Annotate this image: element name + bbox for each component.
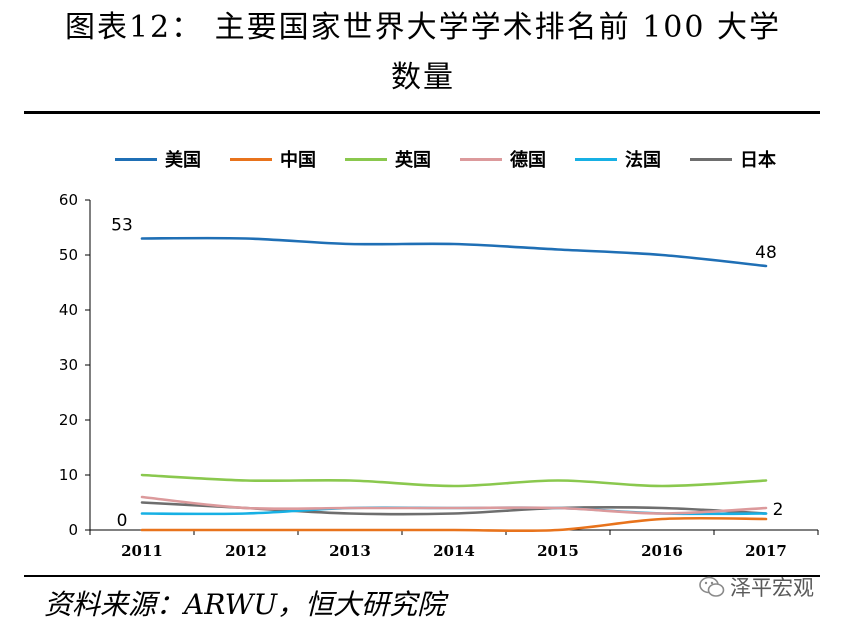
x-tick-label: 2014 (433, 542, 475, 560)
legend-item: 德国 (460, 146, 575, 172)
legend-item: 日本 (690, 146, 805, 172)
legend-item: 英国 (345, 146, 460, 172)
top-divider (24, 111, 820, 114)
x-tick-label: 2012 (225, 542, 267, 560)
data-label: 48 (755, 243, 777, 263)
y-tick-label: 50 (59, 246, 78, 264)
legend-item: 法国 (575, 146, 690, 172)
y-tick-label: 10 (59, 466, 78, 484)
y-tick-label: 60 (59, 191, 78, 209)
chart-data-labels: 53 48 0 2 (111, 216, 783, 532)
legend-swatch (690, 157, 732, 161)
series-line-英国 (140, 473, 768, 488)
legend-swatch (575, 157, 617, 161)
legend-swatch (230, 157, 272, 161)
data-label: 0 (117, 511, 128, 531)
legend-label: 日本 (740, 150, 776, 171)
data-label: 2 (773, 500, 784, 520)
y-tick-label: 40 (59, 301, 78, 319)
source-note: 资料来源：ARWU，恒大研究院 (44, 588, 446, 621)
legend-item: 中国 (230, 146, 345, 172)
legend-label: 法国 (625, 150, 661, 171)
legend-label: 美国 (165, 150, 201, 171)
x-tick-label: 2013 (329, 542, 371, 560)
chart-title-line2: 数量 (391, 60, 455, 95)
legend-swatch (460, 157, 502, 161)
chart-title-line1: 图表12： 主要国家世界大学学术排名前 100 大学 (64, 10, 782, 45)
legend-swatch (115, 157, 157, 161)
series-line-德国 (140, 495, 768, 515)
legend-item: 美国 (115, 146, 230, 172)
wechat-icon (699, 576, 725, 597)
chart-series (140, 236, 768, 533)
x-tick-label: 2017 (745, 542, 787, 560)
watermark-text: 泽平宏观 (730, 576, 814, 600)
series-line-中国 (140, 516, 768, 533)
legend-label: 中国 (280, 150, 316, 171)
x-tick-label: 2015 (537, 542, 579, 560)
bottom-divider (24, 575, 820, 577)
data-label: 53 (111, 216, 133, 236)
x-tick-label: 2016 (641, 542, 683, 560)
x-tick-label: 2011 (121, 542, 163, 560)
legend-swatch (345, 157, 387, 161)
watermark: 泽平宏观 (698, 572, 814, 602)
legend-label: 德国 (510, 150, 546, 171)
y-tick-label: 0 (68, 521, 78, 539)
chart-legend: 美国 中国 英国 德国 法国 日本 (115, 146, 805, 172)
y-tick-label: 20 (59, 411, 78, 429)
legend-label: 英国 (395, 150, 431, 171)
series-line-美国 (140, 236, 768, 268)
y-tick-label: 30 (59, 356, 78, 374)
